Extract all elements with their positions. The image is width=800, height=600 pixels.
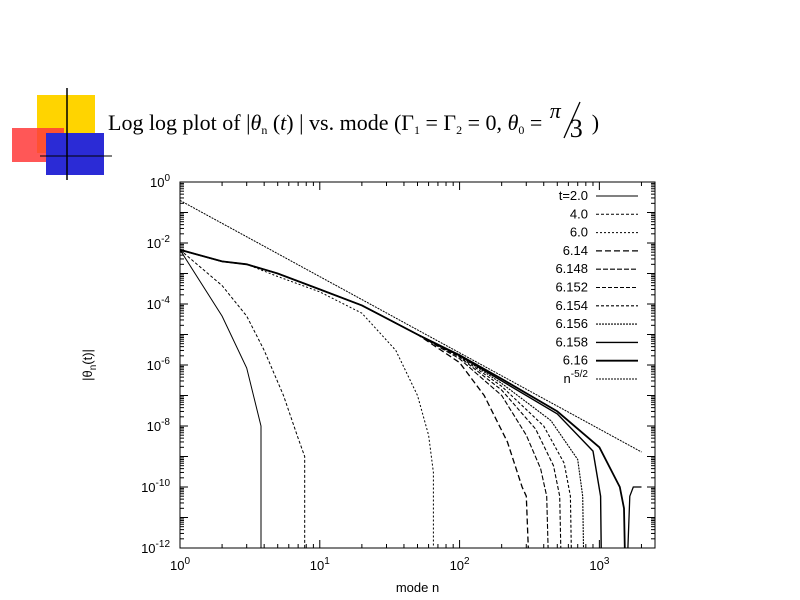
close-paren: ) [591, 110, 600, 135]
three-denominator: 3 [569, 114, 583, 143]
gamma-1: Γ [401, 110, 414, 135]
legend-label-3: 6.14 [563, 243, 588, 258]
y-tick-label: 10-10 [141, 478, 170, 495]
y-tick-label: 10-2 [147, 234, 171, 251]
x-tick-label: 101 [310, 556, 330, 573]
series-line-2 [180, 249, 434, 548]
series-line-0 [180, 249, 262, 548]
y-tick-label: 10-4 [147, 295, 171, 312]
series-line-3 [180, 249, 529, 548]
legend-label-6: 6.154 [555, 298, 588, 313]
gamma-2-subscript: 2 [456, 123, 463, 137]
pi-symbol: π [549, 98, 561, 123]
legend-label-7: 6.156 [555, 316, 588, 331]
title-prefix: Log log plot of | [108, 110, 251, 135]
legend-label-5: 6.152 [555, 280, 588, 295]
legend-label-8: 6.158 [555, 334, 588, 349]
y-axis-label: |θn(t)| [80, 349, 99, 381]
legend-label-0: t=2.0 [559, 188, 588, 203]
t-close-paren: ) [286, 110, 294, 135]
extra-segment-0 [627, 486, 642, 548]
y-tick-label: 10-8 [147, 417, 171, 434]
gamma-1-subscript: 1 [414, 123, 420, 137]
series-line-1 [180, 249, 306, 548]
t-variable: t [280, 110, 287, 135]
theta-0: θ [507, 110, 519, 135]
legend-label-9: 6.16 [563, 353, 588, 368]
equals-2: = 0, [462, 110, 508, 135]
series-line-4 [180, 249, 549, 548]
theta-symbol: θ [250, 110, 262, 135]
equals-1: = [420, 110, 444, 135]
legend-label-10: n-5/2 [564, 369, 589, 386]
blue-square [46, 133, 104, 175]
theta-0-subscript: 0 [518, 123, 525, 137]
x-axis-label: mode n [396, 580, 439, 595]
series-line-9 [180, 248, 626, 548]
series-line-6 [180, 249, 572, 548]
x-tick-label: 102 [450, 556, 470, 573]
title-middle: | vs. mode ( [299, 110, 402, 135]
legend-label-4: 6.148 [555, 261, 588, 276]
x-tick-label: 103 [589, 556, 609, 573]
series-line-7 [180, 249, 585, 548]
theta-subscript: n [261, 123, 268, 137]
legend-label-2: 6.0 [570, 225, 588, 240]
legend-label-1: 4.0 [570, 206, 588, 221]
y-tick-label: 10-6 [147, 356, 171, 373]
gamma-2: Γ [443, 110, 457, 135]
equals-3: = [524, 110, 548, 135]
slide-title: Log log plot of |θn (t) | vs. mode (Γ1 =… [108, 98, 600, 154]
y-tick-label: 10-12 [141, 539, 170, 556]
y-tick-label: 100 [150, 173, 170, 190]
x-tick-label: 100 [170, 556, 190, 573]
series-line-10 [180, 199, 642, 453]
fraction-slash [563, 101, 581, 139]
t-open-paren: ( [272, 110, 281, 135]
series-line-8 [180, 249, 602, 548]
